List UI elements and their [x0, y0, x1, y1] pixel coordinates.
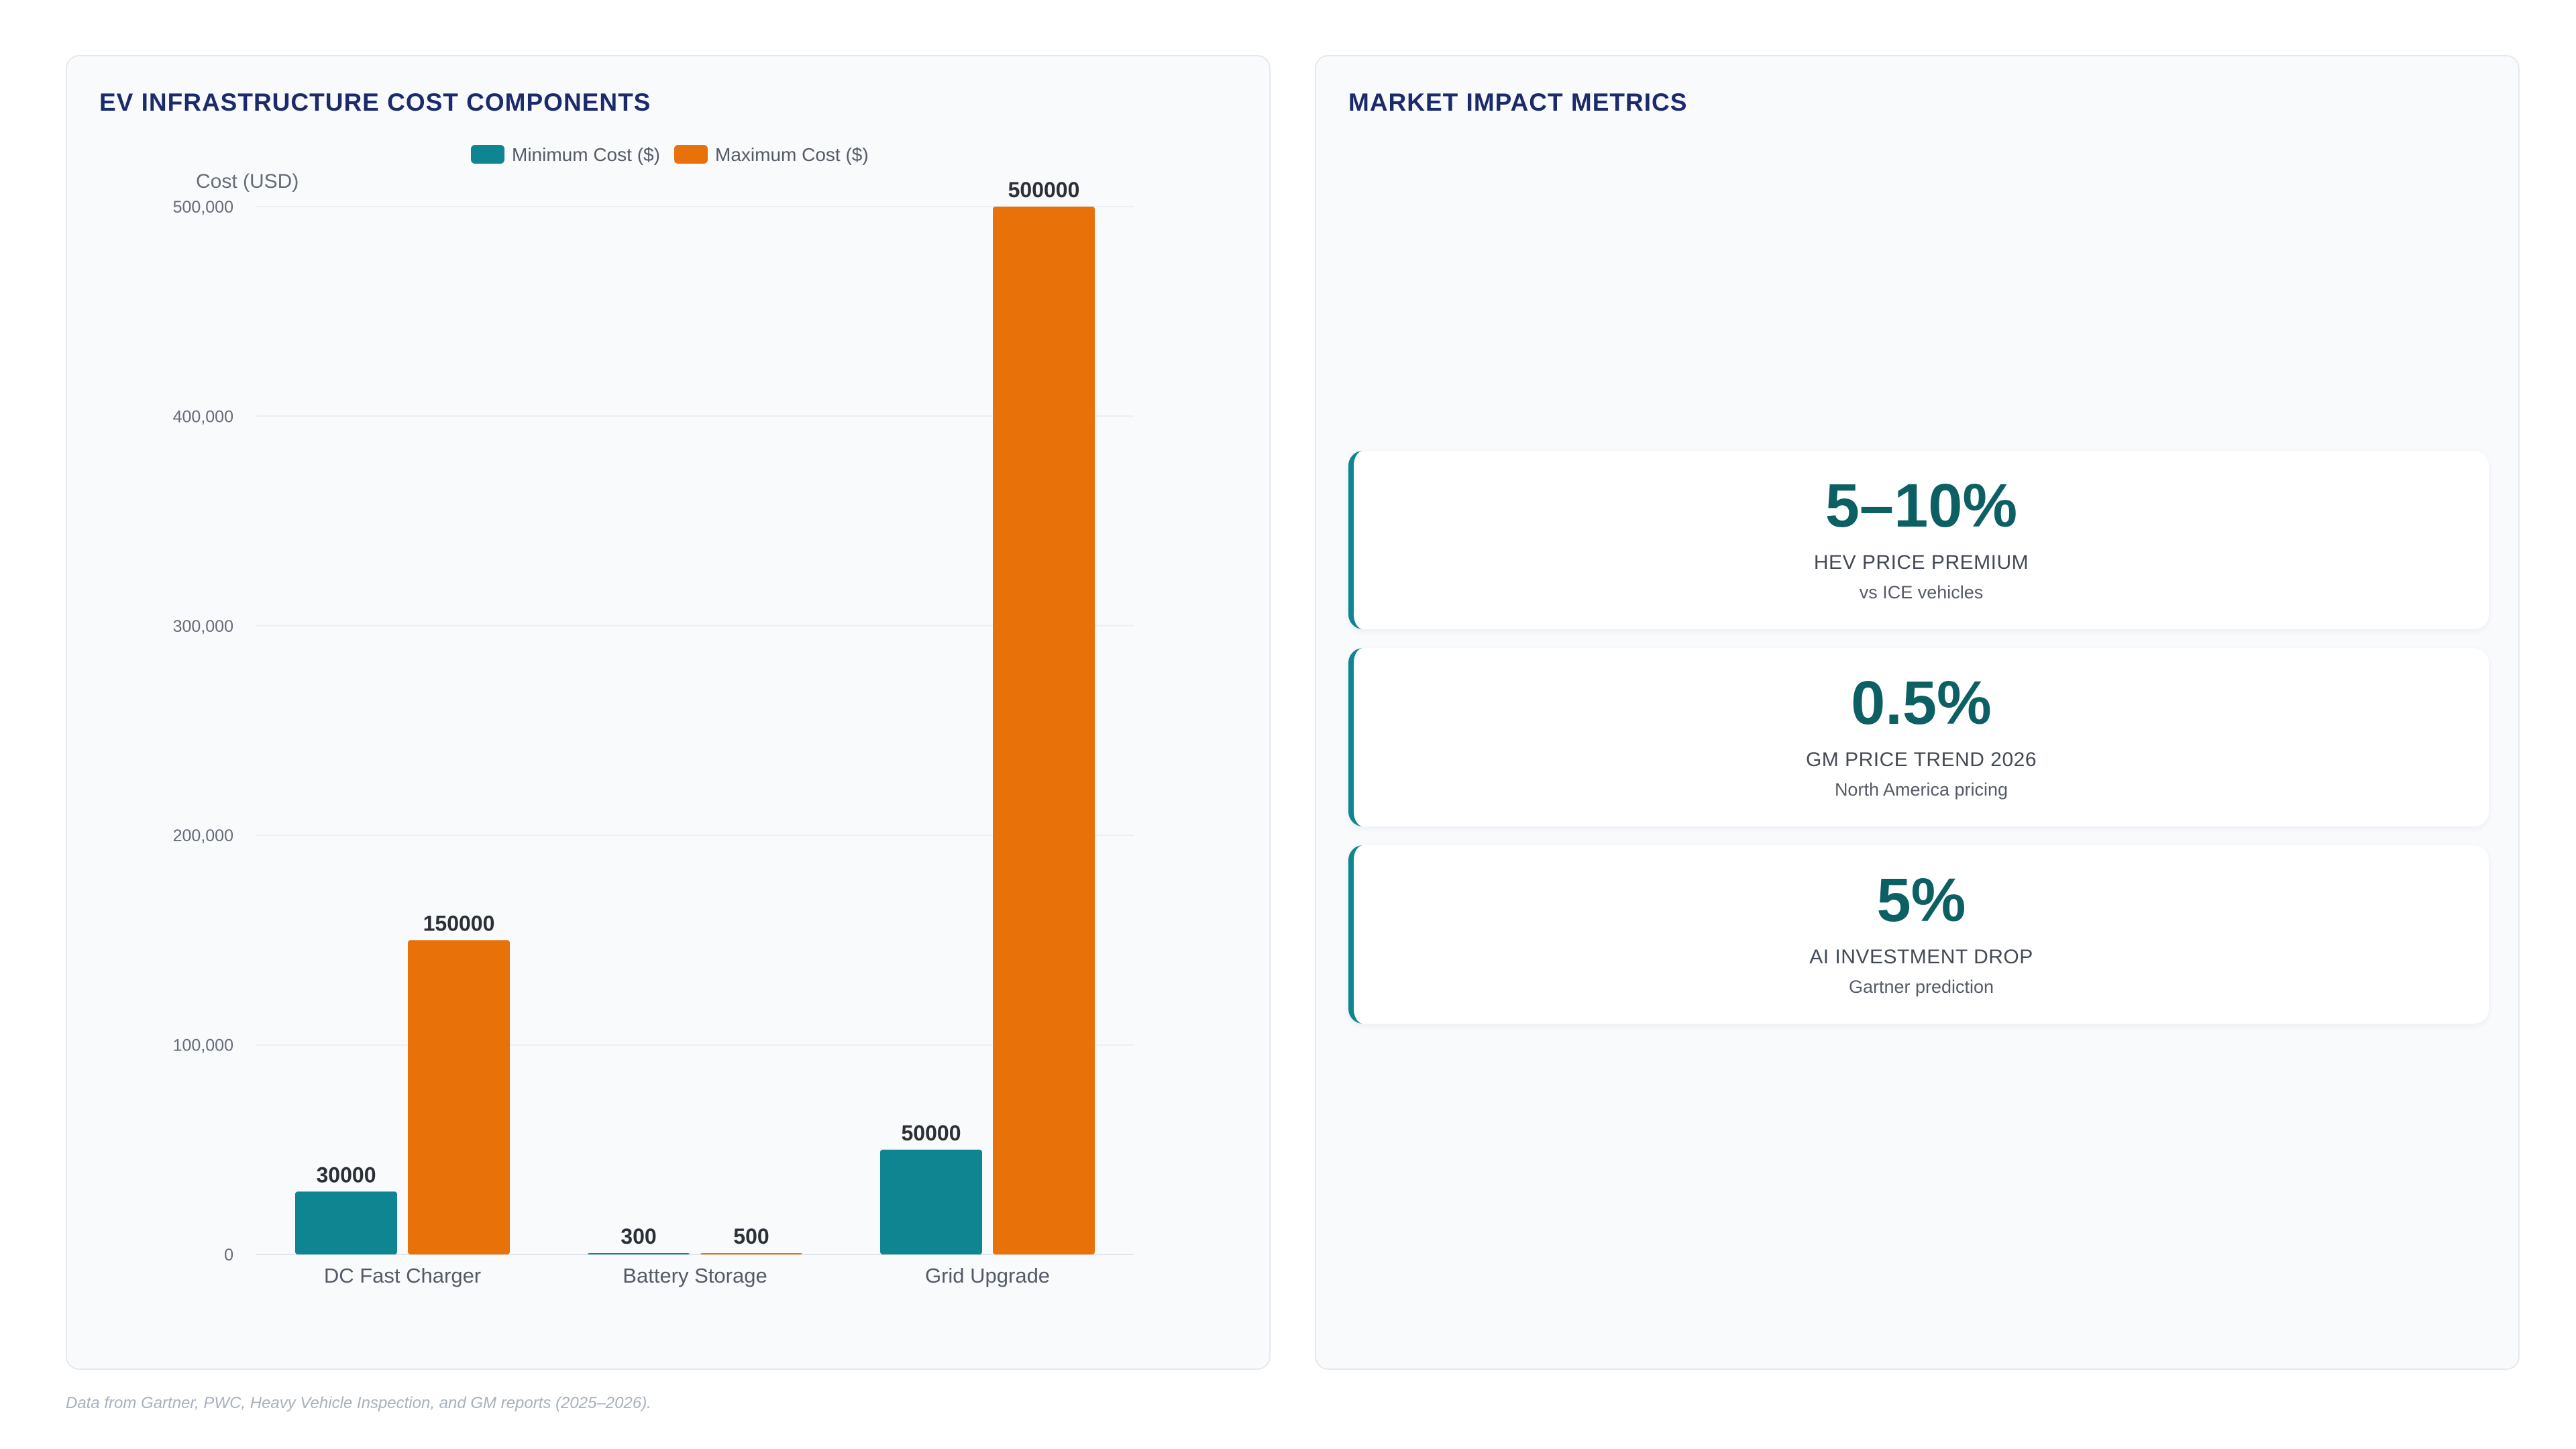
bar-value-label: 150000 — [423, 911, 495, 935]
legend-swatch — [471, 145, 504, 164]
y-tick-label: 500,000 — [173, 198, 233, 217]
metric-subtitle: vs ICE vehicles — [1859, 582, 1984, 602]
legend-label: Maximum Cost ($) — [715, 144, 869, 165]
bar-min — [295, 1191, 397, 1254]
y-tick-label: 200,000 — [173, 826, 233, 845]
y-tick-label: 300,000 — [173, 617, 233, 636]
x-tick-label: Grid Upgrade — [925, 1264, 1050, 1287]
x-tick-label: Battery Storage — [623, 1264, 767, 1287]
metric-value: 5% — [1876, 866, 1966, 934]
metric-subtitle: North America pricing — [1834, 780, 2008, 800]
bar-max — [700, 1253, 802, 1254]
bar-value-label: 500000 — [1008, 178, 1080, 202]
y-tick-label: 400,000 — [173, 407, 233, 426]
panel-title: MARKET IMPACT METRICS — [1348, 89, 1688, 116]
bar-value-label: 30000 — [317, 1163, 376, 1187]
metric-label: GM PRICE TREND 2026 — [1805, 749, 2037, 771]
bar-value-label: 300 — [621, 1224, 656, 1248]
metric-label: HEV PRICE PREMIUM — [1813, 551, 2029, 574]
cost-components-panel: EV INFRASTRUCTURE COST COMPONENTS 0 100,0… — [66, 55, 1271, 1370]
metric-label: AI INVESTMENT DROP — [1809, 946, 2033, 968]
y-tick-label: 100,000 — [173, 1036, 233, 1055]
legend-label: Minimum Cost ($) — [512, 144, 660, 165]
metric-card-hev-premium: 5–10% HEV PRICE PREMIUM vs ICE vehicles — [1348, 451, 2489, 629]
bar-max — [993, 207, 1095, 1254]
metric-value: 0.5% — [1851, 669, 1992, 737]
bar-min — [880, 1149, 982, 1254]
panel-title: EV INFRASTRUCTURE COST COMPONENTS — [99, 89, 651, 116]
metric-card-gm-price-trend: 0.5% GM PRICE TREND 2026 North America p… — [1348, 648, 2489, 826]
x-tick-label: DC Fast Charger — [324, 1264, 481, 1287]
legend-swatch — [674, 145, 708, 164]
bar-min — [588, 1253, 690, 1254]
y-axis-title: Cost (USD) — [196, 170, 299, 193]
metrics-list: 5–10% HEV PRICE PREMIUM vs ICE vehicles … — [1348, 451, 2489, 1042]
y-tick-label: 0 — [224, 1246, 233, 1265]
bar-max — [408, 940, 510, 1254]
bar-value-label: 500 — [733, 1224, 769, 1248]
metric-subtitle: Gartner prediction — [1848, 977, 1994, 997]
bar-value-label: 50000 — [902, 1121, 961, 1145]
metric-value: 5–10% — [1825, 472, 2018, 540]
cost-bar-chart: 0 100,000 200,000 300,000 400,000 500,000 Cost… — [173, 144, 1134, 1287]
market-metrics-panel: MARKET IMPACT METRICS 5–10% HEV PRICE PR… — [1315, 55, 2520, 1370]
metric-card-ai-investment: 5% AI INVESTMENT DROP Gartner prediction — [1348, 845, 2489, 1024]
source-footnote: Data from Gartner, PWC, Heavy Vehicle In… — [66, 1394, 651, 1412]
